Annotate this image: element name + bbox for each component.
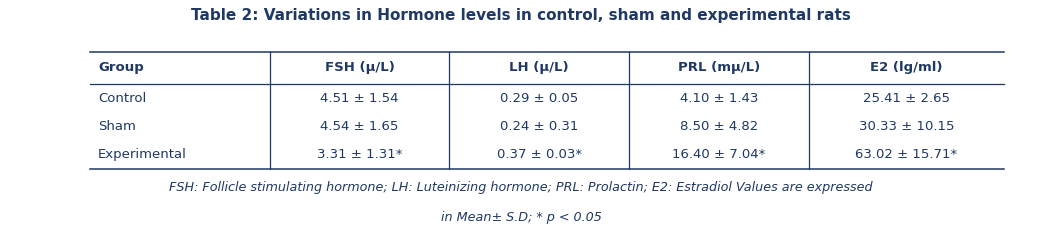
Text: 8.50 ± 4.82: 8.50 ± 4.82 <box>680 120 759 133</box>
Text: Table 2: Variations in Hormone levels in control, sham and experimental rats: Table 2: Variations in Hormone levels in… <box>191 8 851 23</box>
Text: Experimental: Experimental <box>98 148 187 161</box>
Text: FSH (μ/L): FSH (μ/L) <box>324 61 394 74</box>
Text: 0.29 ± 0.05: 0.29 ± 0.05 <box>500 92 578 105</box>
Text: 16.40 ± 7.04*: 16.40 ± 7.04* <box>672 148 766 161</box>
Text: 4.51 ± 1.54: 4.51 ± 1.54 <box>320 92 399 105</box>
Text: 4.54 ± 1.65: 4.54 ± 1.65 <box>320 120 399 133</box>
Text: 63.02 ± 15.71*: 63.02 ± 15.71* <box>855 148 958 161</box>
Text: FSH: Follicle stimulating hormone; LH: Luteinizing hormone; PRL: Prolactin; E2: : FSH: Follicle stimulating hormone; LH: L… <box>169 181 873 194</box>
Text: Control: Control <box>98 92 146 105</box>
Text: Group: Group <box>98 61 144 74</box>
Text: PRL (mμ/L): PRL (mμ/L) <box>678 61 761 74</box>
Text: 3.31 ± 1.31*: 3.31 ± 1.31* <box>317 148 402 161</box>
Text: 0.24 ± 0.31: 0.24 ± 0.31 <box>500 120 578 133</box>
Text: 30.33 ± 10.15: 30.33 ± 10.15 <box>859 120 954 133</box>
Text: 25.41 ± 2.65: 25.41 ± 2.65 <box>863 92 950 105</box>
Text: in Mean± S.D; * p < 0.05: in Mean± S.D; * p < 0.05 <box>441 211 601 224</box>
Text: E2 (lg/ml): E2 (lg/ml) <box>870 61 943 74</box>
Text: Sham: Sham <box>98 120 135 133</box>
Text: 4.10 ± 1.43: 4.10 ± 1.43 <box>680 92 759 105</box>
Text: LH (μ/L): LH (μ/L) <box>510 61 569 74</box>
Text: 0.37 ± 0.03*: 0.37 ± 0.03* <box>497 148 581 161</box>
